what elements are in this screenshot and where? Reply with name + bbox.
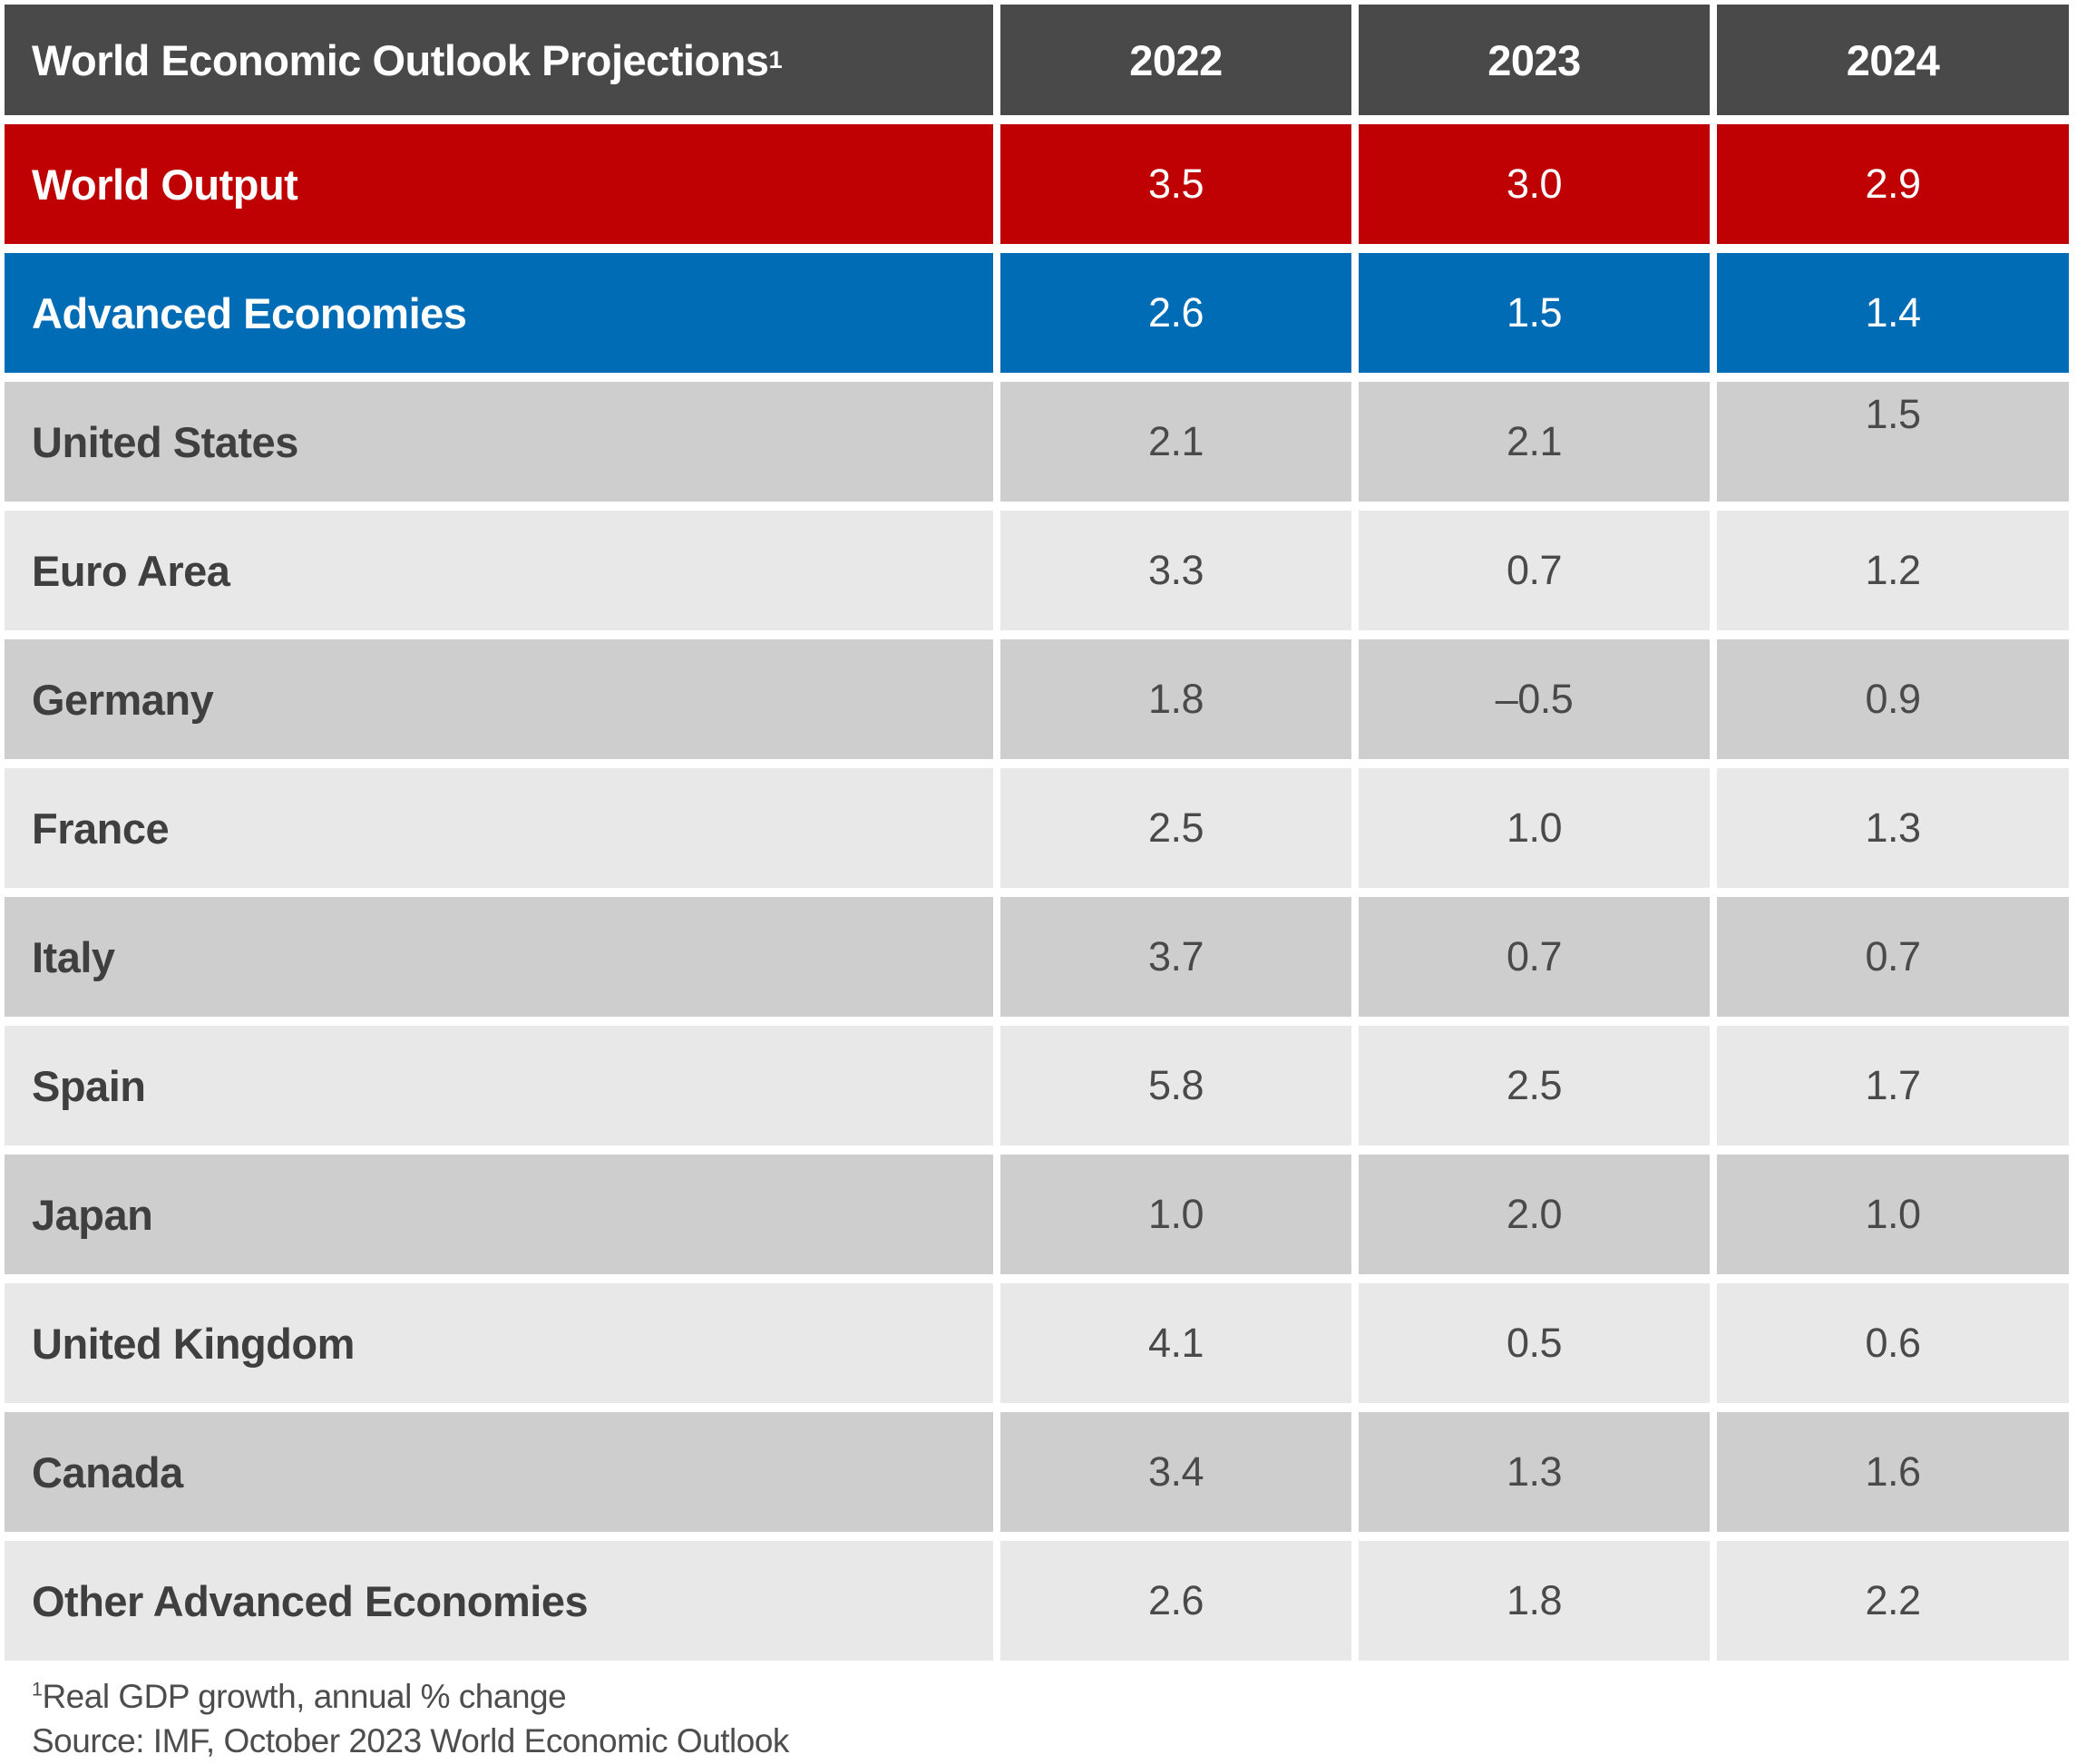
cell-united-states-2023: 2.1	[1359, 382, 1710, 502]
col-header-2024: 2024	[1717, 5, 2069, 115]
cell-united-states-2022: 2.1	[1000, 382, 1351, 502]
row-label-germany: Germany	[5, 639, 993, 759]
footnote: 1Real GDP growth, annual % change Source…	[32, 1675, 2072, 1764]
cell-euro-area-2022: 3.3	[1000, 511, 1351, 630]
cell-spain-2022: 5.8	[1000, 1026, 1351, 1145]
cell-italy-2024: 0.7	[1717, 897, 2069, 1017]
footnote-source-text: Source: IMF, October 2023 World Economic…	[32, 1721, 789, 1759]
row-label-canada: Canada	[5, 1412, 993, 1532]
cell-united-kingdom-2024: 0.6	[1717, 1283, 2069, 1403]
cell-canada-2022: 3.4	[1000, 1412, 1351, 1532]
cell-japan-2022: 1.0	[1000, 1155, 1351, 1274]
cell-spain-2024: 1.7	[1717, 1026, 2069, 1145]
cell-united-kingdom-2022: 4.1	[1000, 1283, 1351, 1403]
cell-italy-2023: 0.7	[1359, 897, 1710, 1017]
row-label-spain: Spain	[5, 1026, 993, 1145]
cell-canada-2023: 1.3	[1359, 1412, 1710, 1532]
cell-france-2023: 1.0	[1359, 768, 1710, 888]
cell-other-advanced-economies-2024: 2.2	[1717, 1541, 2069, 1661]
cell-germany-2023: –0.5	[1359, 639, 1710, 759]
cell-germany-2024: 0.9	[1717, 639, 2069, 759]
row-label-united-kingdom: United Kingdom	[5, 1283, 993, 1403]
cell-euro-area-2024: 1.2	[1717, 511, 2069, 630]
row-label-world-output: World Output	[5, 124, 993, 244]
table-title: World Economic Outlook Projections 1	[5, 5, 993, 115]
footnote-definition: 1Real GDP growth, annual % change	[32, 1675, 2072, 1720]
row-label-japan: Japan	[5, 1155, 993, 1274]
row-label-other-advanced-economies: Other Advanced Economies	[5, 1541, 993, 1661]
row-label-euro-area: Euro Area	[5, 511, 993, 630]
cell-germany-2022: 1.8	[1000, 639, 1351, 759]
cell-united-states-2024: 1.5	[1717, 382, 2069, 502]
cell-other-advanced-economies-2023: 1.8	[1359, 1541, 1710, 1661]
cell-japan-2024: 1.0	[1717, 1155, 2069, 1274]
cell-france-2022: 2.5	[1000, 768, 1351, 888]
cell-advanced-economies-2022: 2.6	[1000, 253, 1351, 373]
cell-spain-2023: 2.5	[1359, 1026, 1710, 1145]
col-header-2022: 2022	[1000, 5, 1351, 115]
cell-italy-2022: 3.7	[1000, 897, 1351, 1017]
cell-japan-2023: 2.0	[1359, 1155, 1710, 1274]
cell-united-states-2024-value: 1.5	[1865, 391, 1921, 437]
row-label-united-states: United States	[5, 382, 993, 502]
cell-world-output-2024: 2.9	[1717, 124, 2069, 244]
row-label-italy: Italy	[5, 897, 993, 1017]
table-title-text: World Economic Outlook Projections	[32, 35, 769, 84]
cell-france-2024: 1.3	[1717, 768, 2069, 888]
footnote-definition-text: Real GDP growth, annual % change	[42, 1678, 567, 1715]
cell-canada-2024: 1.6	[1717, 1412, 2069, 1532]
cell-united-kingdom-2023: 0.5	[1359, 1283, 1710, 1403]
cell-advanced-economies-2023: 1.5	[1359, 253, 1710, 373]
cell-advanced-economies-2024: 1.4	[1717, 253, 2069, 373]
col-header-2023: 2023	[1359, 5, 1710, 115]
footnote-superscript: 1	[32, 1678, 43, 1701]
cell-world-output-2023: 3.0	[1359, 124, 1710, 244]
weo-projections-table: World Economic Outlook Projections 1 2022…	[5, 5, 2072, 1661]
footnote-source: Source: IMF, October 2023 World Economic…	[32, 1720, 2072, 1764]
row-label-advanced-economies: Advanced Economies	[5, 253, 993, 373]
row-label-france: France	[5, 768, 993, 888]
cell-euro-area-2023: 0.7	[1359, 511, 1710, 630]
cell-world-output-2022: 3.5	[1000, 124, 1351, 244]
cell-other-advanced-economies-2022: 2.6	[1000, 1541, 1351, 1661]
